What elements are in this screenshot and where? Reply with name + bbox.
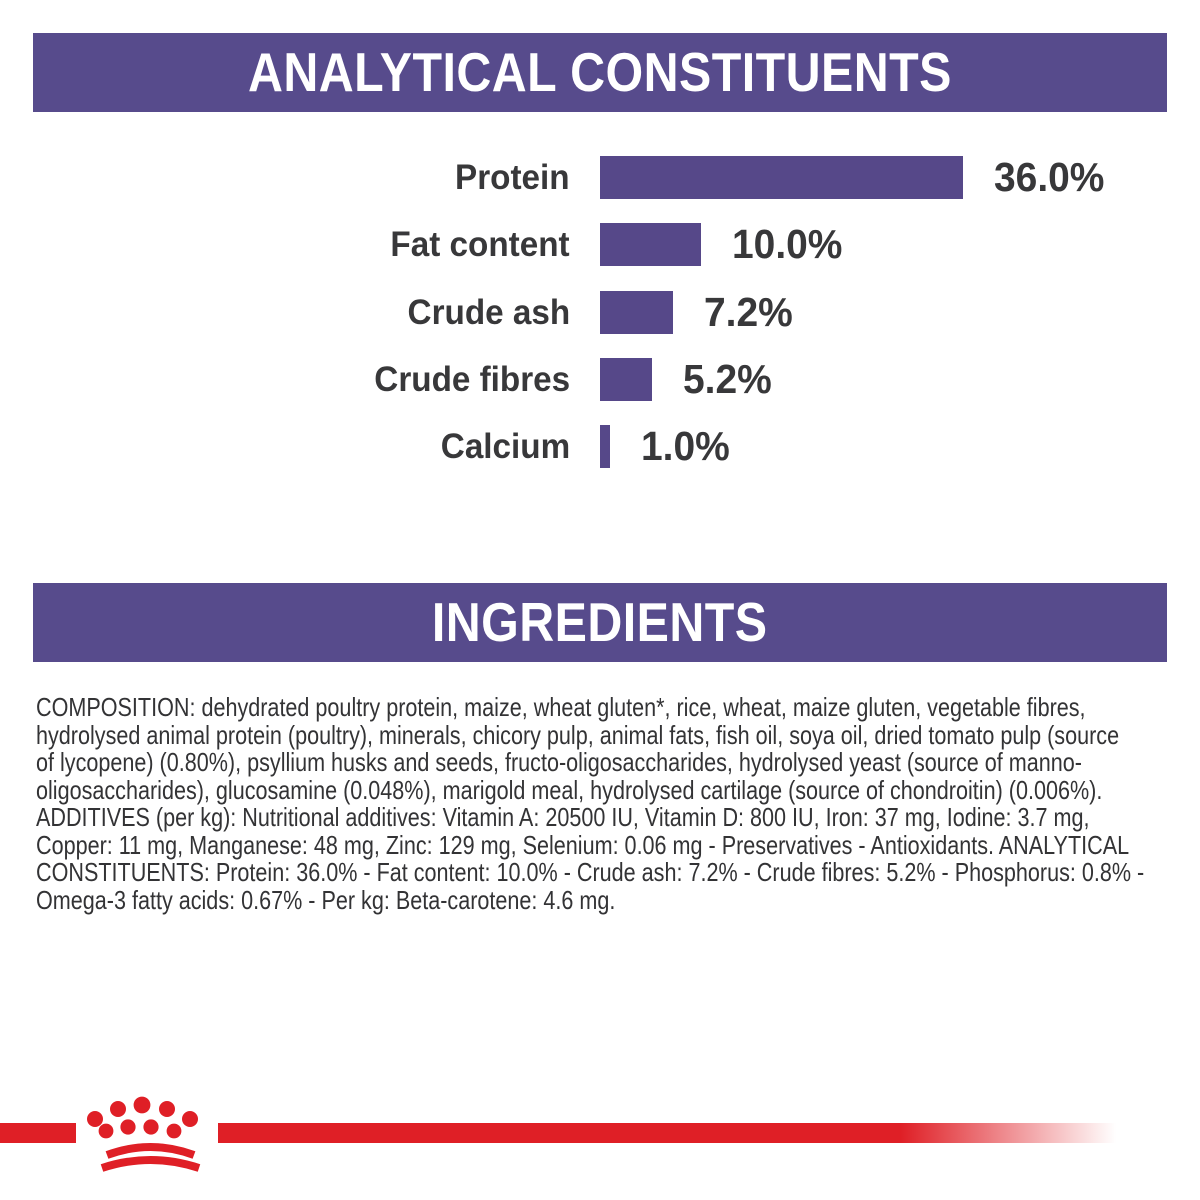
composition-line: of lycopene) (0.80%), psyllium husks and…	[36, 747, 1082, 777]
chart-category-label: Crude ash	[100, 290, 570, 335]
chart-value-label: 1.0%	[641, 423, 734, 469]
chart-category-label: Fat content	[100, 222, 570, 267]
analytical-constituents-chart: Protein 36.0% Fat content 10.0% Crude ash 7.2…	[0, 0, 1200, 520]
ingredients-section-header: INGREDIENTS	[33, 583, 1167, 662]
chart-bar	[600, 358, 652, 401]
chart-value-text: 1.0%	[641, 423, 730, 469]
composition-line: hydrolysed animal protein (poultry), min…	[36, 719, 1120, 750]
composition-line: COMPOSITION: dehydrated poultry protein,…	[36, 692, 1086, 722]
chart-value-label: 10.0%	[732, 221, 848, 267]
footer-red-band-right	[218, 1123, 1116, 1143]
royal-canin-crown-icon	[87, 1096, 201, 1172]
chart-value-text: 36.0%	[994, 154, 1105, 200]
chart-value-text: 10.0%	[732, 221, 843, 267]
chart-category-text: Calcium	[440, 426, 570, 466]
chart-category-text: Crude ash	[407, 292, 570, 332]
analytical-section-header: ANALYTICAL CONSTITUENTS	[33, 33, 1167, 112]
footer-red-band-left	[0, 1123, 76, 1143]
chart-value-text: 5.2%	[683, 356, 772, 402]
composition-line: oligosaccharides), glucosamine (0.048%),…	[36, 774, 1103, 805]
chart-bar	[600, 156, 963, 199]
chart-category-text: Crude fibres	[374, 359, 570, 399]
chart-value-text: 7.2%	[704, 289, 793, 335]
composition-line: ADDITIVES (per kg): Nutritional additive…	[36, 802, 1090, 832]
chart-category-text: Fat content	[390, 224, 570, 264]
ingredients-section-title: INGREDIENTS	[432, 591, 768, 653]
chart-category-label: Calcium	[100, 424, 570, 469]
composition-line: CONSTITUENTS: Protein: 36.0% - Fat conte…	[36, 857, 1145, 887]
chart-category-label: Crude fibres	[100, 357, 570, 402]
chart-bar	[600, 291, 673, 334]
chart-bar	[600, 223, 701, 266]
composition-text: COMPOSITION: dehydrated poultry protein,…	[36, 692, 1196, 915]
chart-value-label: 36.0%	[994, 154, 1110, 200]
chart-row: Crude fibres 5.2%	[0, 356, 1200, 402]
chart-category-label: Protein	[100, 155, 570, 200]
composition-line: Copper: 11 mg, Manganese: 48 mg, Zinc: 1…	[36, 829, 1130, 860]
chart-category-text: Protein	[455, 157, 570, 197]
chart-row: Crude ash 7.2%	[0, 289, 1200, 335]
chart-bar	[600, 425, 610, 468]
chart-row: Fat content 10.0%	[0, 221, 1200, 267]
chart-value-label: 7.2%	[704, 289, 797, 335]
composition-line: Omega-3 fatty acids: 0.67% - Per kg: Bet…	[36, 884, 616, 915]
chart-row: Calcium 1.0%	[0, 423, 1200, 469]
chart-row: Protein 36.0%	[0, 154, 1200, 200]
chart-value-label: 5.2%	[683, 356, 776, 402]
analytical-section-title: ANALYTICAL CONSTITUENTS	[248, 41, 952, 103]
